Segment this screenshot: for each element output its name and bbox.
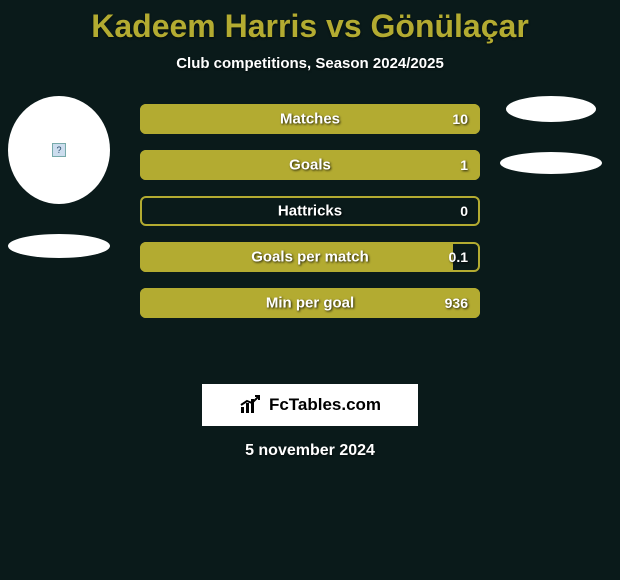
player-left: ? [8, 96, 110, 258]
stat-bar-label: Goals [289, 157, 331, 174]
stat-bar-value: 0.1 [449, 249, 468, 265]
player-right-shadow [500, 152, 602, 174]
stat-bars: Matches 10 Goals 1 Hattricks 0 Goals per match… [140, 104, 480, 318]
chart-icon [239, 395, 263, 415]
player-right [500, 96, 602, 174]
stat-bar-row: Goals per match 0.1 [140, 242, 480, 272]
stat-bar-label: Matches [280, 111, 340, 128]
stat-bar-label: Hattricks [278, 203, 342, 220]
stat-bar-row: Goals 1 [140, 150, 480, 180]
stat-bar-value: 0 [460, 203, 468, 219]
stat-bar-label: Goals per match [251, 249, 369, 266]
subtitle: Club competitions, Season 2024/2025 [0, 55, 620, 72]
footer-logo-text: FcTables.com [269, 395, 381, 415]
footer-date: 5 november 2024 [0, 442, 620, 460]
player-left-avatar: ? [8, 96, 110, 204]
stat-bar-value: 1 [460, 157, 468, 173]
stat-bar-row: Min per goal 936 [140, 288, 480, 318]
stat-bar-row: Matches 10 [140, 104, 480, 134]
stat-bar-row: Hattricks 0 [140, 196, 480, 226]
page-title: Kadeem Harris vs Gönülaçar [0, 0, 620, 45]
stat-bar-value: 10 [452, 111, 468, 127]
footer-logo: FcTables.com [202, 384, 418, 426]
player-left-shadow [8, 234, 110, 258]
comparison-content: ? Matches 10 Goals 1 Hattricks 0 Goals per mat… [0, 96, 620, 356]
player-right-avatar [506, 96, 596, 122]
stat-bar-label: Min per goal [266, 295, 354, 312]
stat-bar-value: 936 [445, 295, 468, 311]
broken-image-icon: ? [52, 143, 66, 157]
